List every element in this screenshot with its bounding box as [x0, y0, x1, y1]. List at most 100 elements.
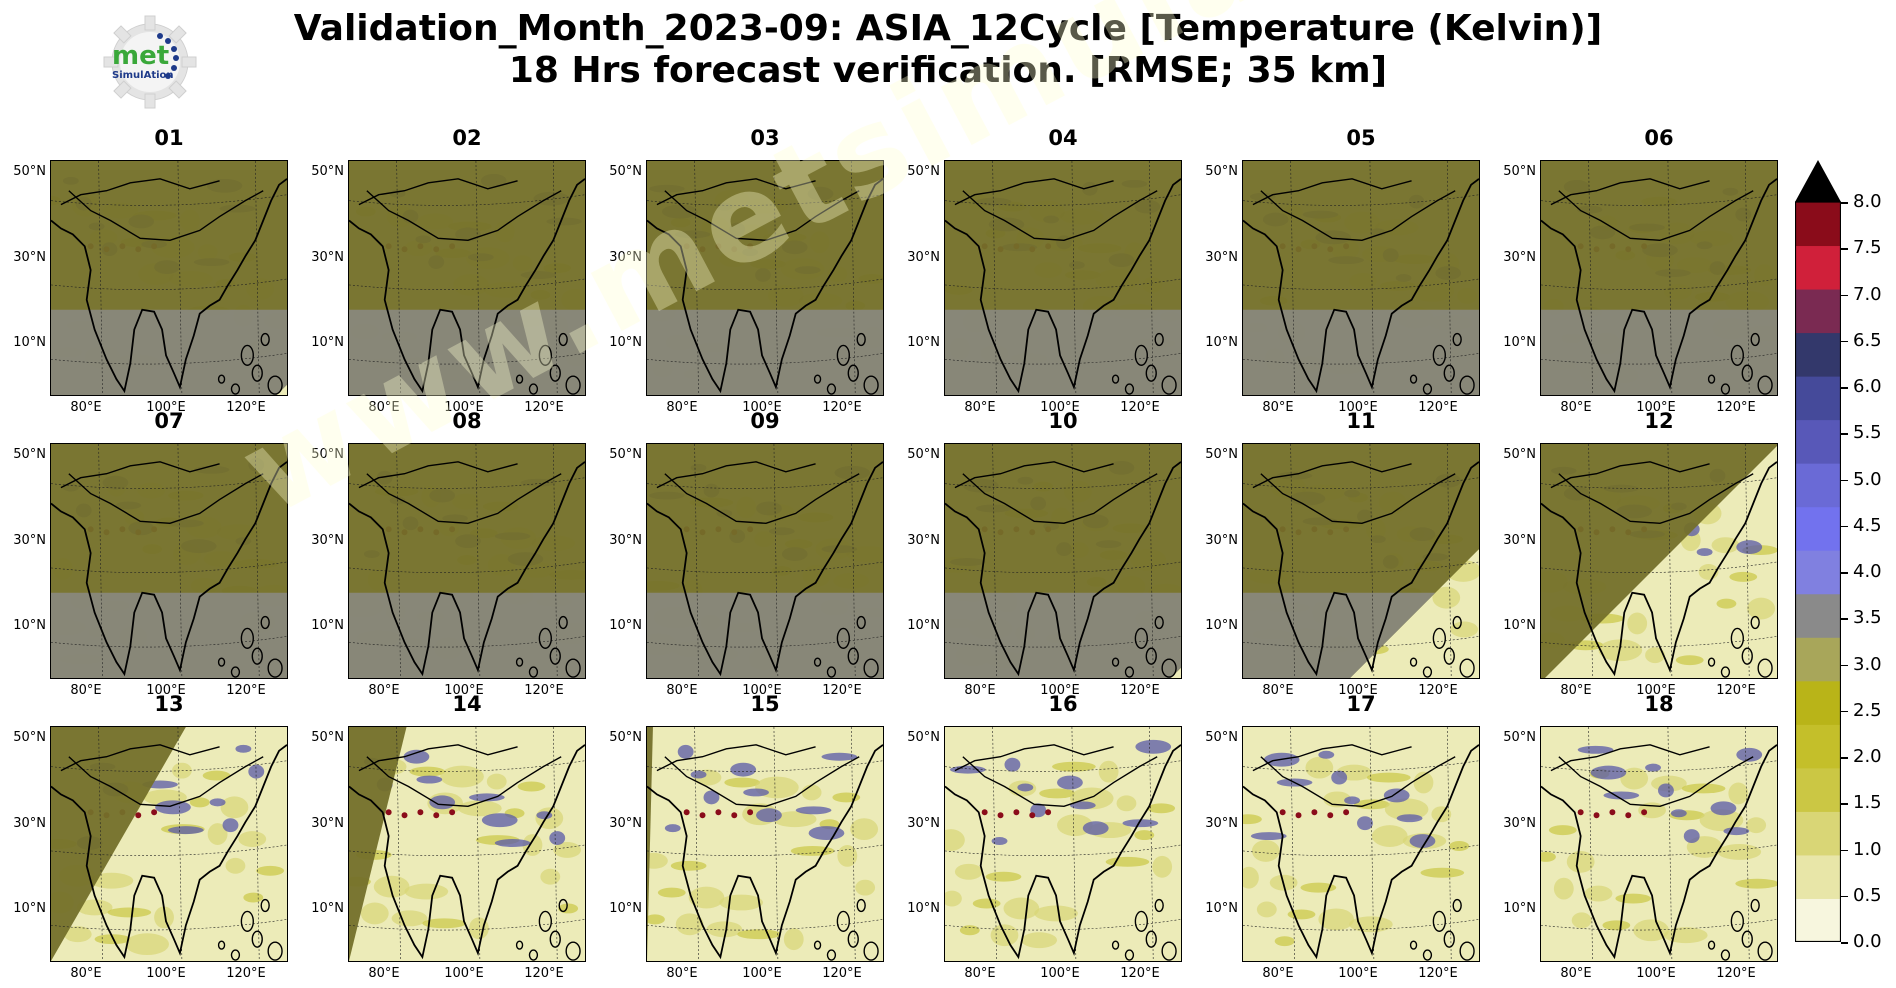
colorbar-tick-mark	[1841, 757, 1848, 759]
rmse-map	[1540, 443, 1778, 679]
panel-title: 07	[154, 409, 184, 433]
lat-label: 50°N	[1503, 447, 1536, 462]
lat-label: 10°N	[13, 618, 46, 633]
colorbar-tick-label: 3.5	[1853, 607, 1882, 629]
forecast-panel-04: 04 50°N 30°N 10°N 80°E 100°E 120°E	[907, 126, 1182, 415]
colorbar-segment	[1795, 898, 1841, 942]
lat-label: 10°N	[1503, 901, 1536, 916]
colorbar-tick-mark	[1841, 387, 1848, 389]
rmse-map	[50, 443, 288, 679]
lon-label: 100°E	[146, 966, 186, 981]
rmse-map	[1540, 726, 1778, 962]
lon-label: 120°E	[822, 966, 862, 981]
colorbar-segment	[1795, 637, 1841, 682]
lat-label: 10°N	[13, 335, 46, 350]
panel-title: 02	[452, 126, 482, 150]
lat-label: 30°N	[1503, 533, 1536, 548]
colorbar-tick-label: 5.5	[1853, 422, 1882, 444]
colorbar-tick-label: 0.0	[1853, 931, 1882, 952]
forecast-panel-07: 07 50°N 30°N 10°N 80°E 100°E 120°E	[13, 409, 288, 698]
colorbar-segment	[1795, 332, 1841, 377]
lon-label: 120°E	[1418, 400, 1458, 415]
lat-label: 10°N	[311, 335, 344, 350]
lon-label: 120°E	[1120, 400, 1160, 415]
colorbar-tick-mark	[1841, 710, 1848, 713]
forecast-panel-02: 02 50°N 30°N 10°N 80°E 100°E 120°E	[311, 126, 586, 415]
panel-title: 01	[154, 126, 184, 150]
lat-label: 50°N	[1205, 447, 1238, 462]
title-line-1: Validation_Month_2023-09: ASIA_12Cycle […	[293, 8, 1603, 49]
forecast-panel-01: 01 50°N 30°N 10°N 80°E 100°E 120°E	[13, 126, 288, 415]
rmse-map	[646, 160, 884, 396]
forecast-panel-10: 10 50°N 30°N 10°N 80°E 100°E 120°E	[907, 409, 1182, 698]
lat-label: 50°N	[1205, 730, 1238, 745]
forecast-panel-15: 15 50°N 30°N 10°N 80°E 100°E 120°E	[609, 692, 884, 981]
lat-label: 10°N	[1503, 335, 1536, 350]
lon-label: 80°E	[666, 683, 698, 698]
colorbar-segment	[1795, 550, 1841, 595]
forecast-panel-03: 03 50°N 30°N 10°N 80°E 100°E 120°E	[609, 126, 884, 415]
colorbar-segment	[1795, 767, 1841, 812]
lon-label: 80°E	[368, 400, 400, 415]
lat-label: 10°N	[13, 901, 46, 916]
lon-label: 100°E	[1338, 683, 1378, 698]
forecast-panel-05: 05 50°N 30°N 10°N 80°E 100°E 120°E	[1205, 126, 1480, 415]
panel-title: 11	[1346, 409, 1376, 433]
lon-label: 80°E	[1560, 966, 1592, 981]
lon-label: 80°E	[1262, 966, 1294, 981]
rmse-map	[50, 160, 288, 396]
panel-title: 04	[1048, 126, 1078, 150]
lon-label: 80°E	[1560, 400, 1592, 415]
colorbar-segment	[1795, 376, 1841, 421]
forecast-panel-12: 12 50°N 30°N 10°N 80°E 100°E 120°E	[1503, 409, 1778, 698]
rmse-map	[944, 726, 1182, 962]
lat-label: 10°N	[609, 901, 642, 916]
panel-title: 09	[750, 409, 780, 433]
lat-label: 30°N	[1205, 816, 1238, 831]
colorbar-segment	[1795, 724, 1841, 769]
lon-label: 100°E	[1040, 400, 1080, 415]
colorbar-tick-mark	[1841, 479, 1848, 481]
colorbar-tick-label: 2.0	[1853, 746, 1882, 767]
lon-label: 120°E	[1418, 966, 1458, 981]
lon-label: 100°E	[444, 683, 484, 698]
colorbar-tick-label: 7.5	[1853, 237, 1882, 259]
colorbar-tick-label: 4.5	[1853, 514, 1882, 536]
panel-title: 17	[1346, 692, 1376, 716]
lon-label: 120°E	[226, 400, 266, 415]
panel-title: 16	[1048, 692, 1078, 716]
rmse-map	[348, 726, 586, 962]
lon-label: 100°E	[742, 966, 782, 981]
colorbar	[1795, 160, 1841, 942]
lon-label: 80°E	[964, 400, 996, 415]
lat-label: 30°N	[1503, 250, 1536, 265]
lat-label: 50°N	[1503, 164, 1536, 179]
colorbar-tick-label: 2.5	[1853, 699, 1882, 721]
svg-text:SimulAtion: SimulAtion	[112, 70, 174, 81]
lat-label: 50°N	[13, 447, 46, 462]
lon-label: 100°E	[444, 966, 484, 981]
panel-title: 08	[452, 409, 482, 433]
lon-label: 80°E	[666, 966, 698, 981]
lon-label: 120°E	[1120, 966, 1160, 981]
lat-label: 10°N	[311, 618, 344, 633]
colorbar-tick-label: 4.0	[1853, 561, 1882, 582]
rmse-map	[50, 726, 288, 962]
colorbar-tick-label: 8.0	[1853, 191, 1882, 212]
lon-label: 100°E	[742, 400, 782, 415]
lon-label: 80°E	[1262, 683, 1294, 698]
lon-label: 100°E	[1338, 966, 1378, 981]
lat-label: 10°N	[907, 901, 940, 916]
panel-title: 13	[154, 692, 184, 716]
rmse-map	[348, 160, 586, 396]
colorbar-tick-mark	[1841, 803, 1848, 805]
lon-label: 100°E	[742, 683, 782, 698]
colorbar-tick-mark	[1841, 433, 1848, 435]
colorbar-tick-mark	[1841, 572, 1848, 574]
lon-label: 100°E	[1040, 966, 1080, 981]
lat-label: 10°N	[907, 335, 940, 350]
lon-label: 100°E	[1338, 400, 1378, 415]
panel-title: 06	[1644, 126, 1674, 150]
lat-label: 50°N	[311, 164, 344, 179]
forecast-panel-16: 16 50°N 30°N 10°N 80°E 100°E 120°E	[907, 692, 1182, 981]
